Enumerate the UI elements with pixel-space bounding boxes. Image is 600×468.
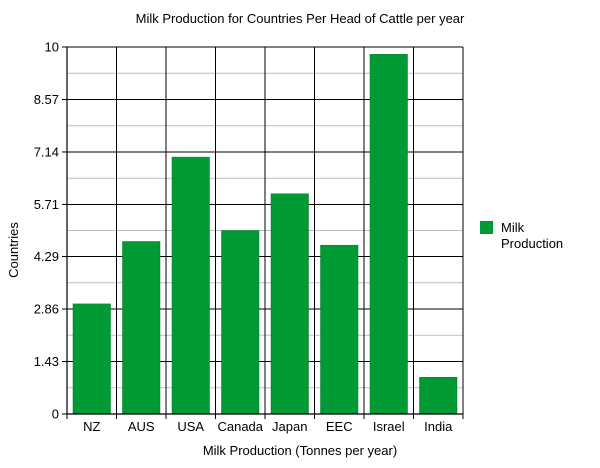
- bar-usa: [171, 156, 210, 415]
- y-tick-label: 10: [45, 40, 59, 55]
- x-tick-label: AUS: [128, 419, 155, 434]
- y-tick-label: 7.14: [34, 144, 59, 159]
- bar-aus: [122, 241, 161, 415]
- x-axis-title: Milk Production (Tonnes per year): [203, 443, 397, 458]
- bar-canada: [221, 230, 260, 415]
- legend-label: Milk Production: [501, 220, 563, 251]
- y-axis-title: Countries: [6, 222, 21, 278]
- bar-eec: [320, 244, 359, 415]
- bar-nz: [72, 303, 111, 415]
- y-tick-label: 2.86: [34, 302, 59, 317]
- bars: [72, 54, 458, 415]
- x-tick-label: NZ: [83, 419, 100, 434]
- y-tick-label: 0: [52, 407, 59, 422]
- x-tick-label: Canada: [217, 419, 263, 434]
- legend: Milk Production: [480, 220, 563, 251]
- tick-labels: 0 1.43 2.86 4.29 5.71 7.14 8.57 10 NZ AUS USA Canad…: [34, 40, 453, 435]
- x-tick-label: Japan: [272, 419, 307, 434]
- y-tick-label: 1.43: [34, 354, 59, 369]
- x-tick-label: EEC: [326, 419, 353, 434]
- bar-india: [419, 377, 458, 415]
- chart-title: Milk Production for Countries Per Head o…: [136, 11, 465, 26]
- x-tick-label: India: [424, 419, 453, 434]
- y-tick-label: 4.29: [34, 249, 59, 264]
- y-tick-label: 8.57: [34, 92, 59, 107]
- bar-japan: [270, 193, 309, 415]
- legend-swatch: [480, 221, 493, 234]
- y-tick-label: 5.71: [34, 197, 59, 212]
- x-tick-label: Israel: [373, 419, 405, 434]
- x-tick-label: USA: [177, 419, 204, 434]
- bar-israel: [369, 54, 408, 415]
- axes: [62, 46, 464, 419]
